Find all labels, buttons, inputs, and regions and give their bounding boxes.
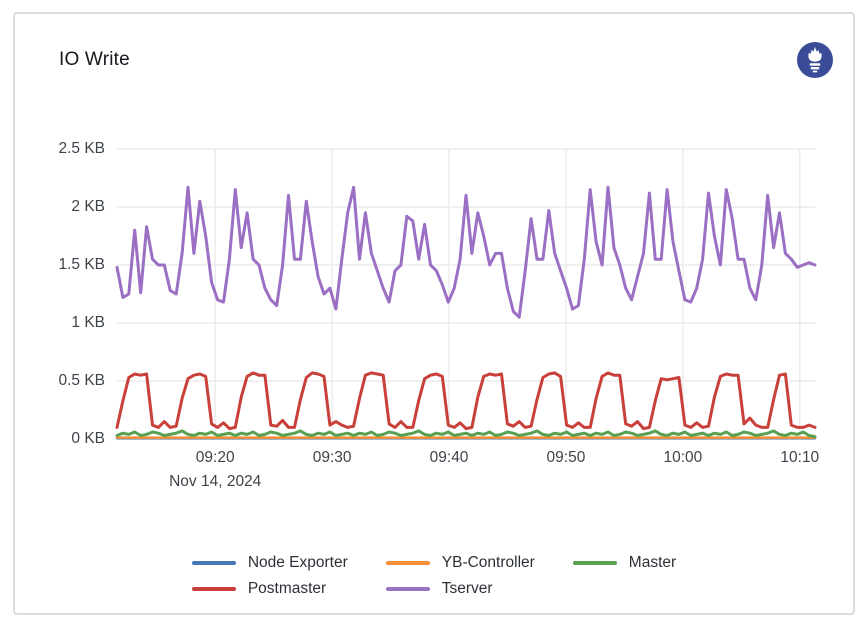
legend-item-master[interactable]: Master [572, 554, 677, 572]
x-axis-tick-label: 09:20 [195, 449, 235, 466]
panel-card: IO Write 0 KB 0.5 KB 1 KB 1.5 KB 2 KB 2.5 KB 0… [13, 12, 855, 615]
chart-plot [115, 148, 817, 440]
legend-label: Node Exporter [247, 554, 348, 571]
series-line-tserver [115, 185, 817, 319]
legend-swatch-icon [385, 586, 430, 592]
y-axis-tick-label: 0 KB [71, 430, 105, 447]
legend-swatch-icon [572, 560, 617, 566]
prometheus-logo-icon[interactable] [797, 42, 833, 78]
legend-item-yb-controller[interactable]: YB-Controller [385, 554, 535, 572]
panel-title: IO Write [59, 49, 130, 70]
legend-item-postmaster[interactable]: Postmaster [191, 580, 348, 598]
y-axis-tick-label: 2 KB [71, 198, 105, 215]
y-axis-tick-label: 2.5 KB [58, 140, 105, 157]
series-line-postmaster [115, 371, 817, 431]
legend-label: Tserver [441, 580, 493, 597]
x-axis-tick-label: 09:50 [546, 449, 586, 466]
y-axis-tick-label: 1.5 KB [58, 256, 105, 273]
legend-swatch-icon [385, 560, 430, 566]
x-axis-tick-label: 09:40 [429, 449, 469, 466]
series-line-master [115, 429, 817, 439]
y-axis-tick-label: 0.5 KB [58, 372, 105, 389]
x-axis-tick-label: 10:10 [780, 449, 820, 466]
legend-label: YB-Controller [441, 554, 535, 571]
legend-item-node-exporter[interactable]: Node Exporter [191, 554, 348, 572]
x-axis-tick-label: 09:30 [312, 449, 352, 466]
y-axis-tick-label: 1 KB [71, 314, 105, 331]
legend-swatch-icon [191, 586, 236, 592]
legend-label: Postmaster [247, 580, 327, 597]
chart-legend: Node Exporter YB-Controller Master Postmast… [15, 554, 853, 598]
legend-swatch-icon [191, 560, 236, 566]
legend-label: Master [628, 554, 677, 571]
x-axis-tick-label: 10:00 [663, 449, 703, 466]
legend-item-tserver[interactable]: Tserver [385, 580, 535, 598]
x-axis-date-label: Nov 14, 2024 [169, 473, 262, 490]
